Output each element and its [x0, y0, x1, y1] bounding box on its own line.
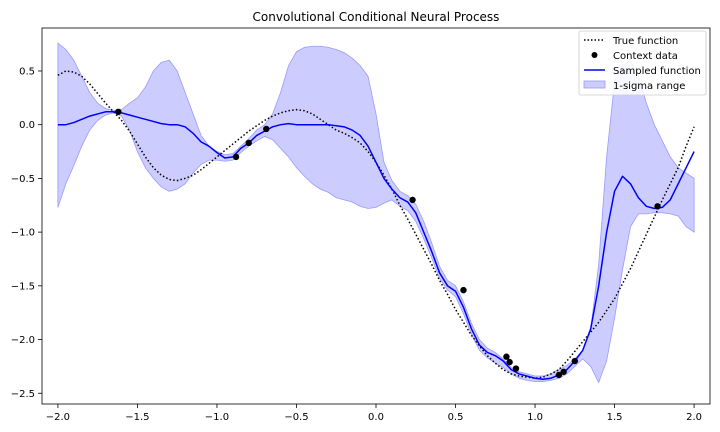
legend-sigma-range-swatch [583, 80, 606, 89]
legend-context-data-swatch [591, 52, 598, 58]
context-point [560, 368, 567, 375]
context-point [263, 125, 270, 133]
x-tick-label: 2.0 [686, 412, 702, 423]
legend-context-data-label: Context data [613, 51, 678, 62]
chart-title: Convolutional Conditional Neural Process [253, 10, 500, 24]
context-point [409, 196, 416, 204]
y-tick-label: −1.0 [11, 228, 35, 239]
x-tick-label: −0.5 [284, 412, 308, 423]
context-point [115, 108, 122, 115]
context-point [654, 203, 661, 210]
context-point [506, 358, 513, 366]
x-tick-label: 0.0 [368, 412, 384, 423]
x-tick-label: −1.5 [125, 412, 149, 423]
x-tick-label: −1.0 [205, 412, 229, 423]
x-tick-label: 0.5 [448, 412, 464, 423]
context-point [245, 139, 252, 147]
legend-box [578, 30, 707, 96]
sampled-function-line [57, 111, 695, 381]
legend-sigma-range-label: 1-sigma range [613, 81, 685, 92]
context-point [571, 357, 579, 365]
legend-sampled-function-label: Sampled function [613, 66, 701, 77]
y-tick-label: −1.5 [11, 281, 35, 292]
y-tick-label: 0.0 [19, 120, 35, 131]
legend: True function Context data Sampled funct… [578, 30, 707, 96]
y-tick-label: −2.5 [11, 389, 35, 400]
legend-true-function-label: True function [612, 36, 678, 47]
x-tick-label: 1.0 [527, 412, 543, 423]
context-point [232, 153, 240, 161]
context-point [512, 365, 520, 372]
context-point [460, 286, 467, 294]
true-function-line [57, 70, 695, 379]
y-tick-label: −2.0 [11, 335, 35, 346]
x-tick-label: −2.0 [46, 412, 70, 423]
x-tick-label: 1.5 [607, 412, 623, 423]
context-point [503, 353, 510, 360]
y-tick-label: −0.5 [11, 174, 35, 185]
context-point [555, 371, 563, 379]
y-tick-label: 0.5 [19, 66, 35, 77]
